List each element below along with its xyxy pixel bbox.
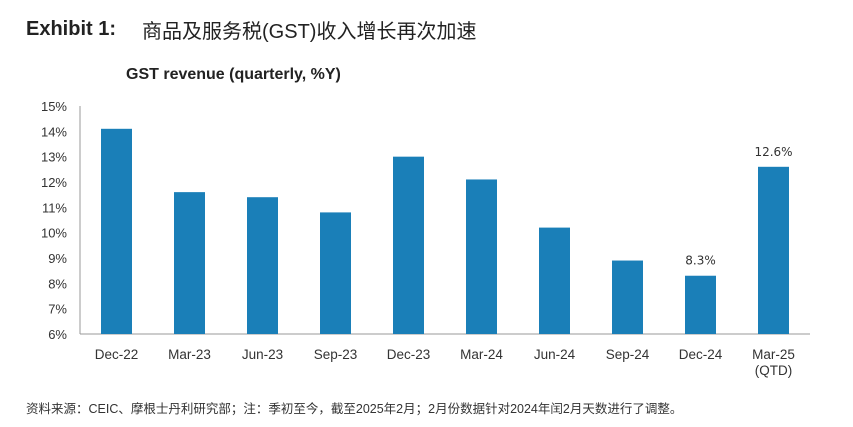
bar [466,179,497,334]
x-tick-label: Dec-22 [95,347,139,362]
x-tick-label: Sep-23 [314,347,358,362]
bar [539,227,570,334]
y-tick-label: 14% [41,124,67,139]
y-tick-label: 11% [42,200,67,215]
x-tick-label: Jun-23 [242,347,283,362]
bar [320,212,351,334]
bar [174,192,205,334]
bar [101,128,132,334]
exhibit-label: Exhibit 1: [26,17,117,40]
data-label: 12.6% [754,145,792,159]
exhibit-title: 商品及服务税(GST)收入增长再次加速 [142,20,477,43]
source-footnote: 资料来源：CEIC、摩根士丹利研究部；注：季初至今，截至2025年2月；2月份数… [26,402,683,416]
y-tick-label: 13% [41,150,67,165]
bar [393,156,424,334]
y-tick-label: 6% [48,327,67,342]
bar [758,166,789,334]
y-tick-label: 15% [41,99,67,114]
x-tick-label: Dec-24 [679,347,723,362]
x-tick-label: Jun-24 [534,347,576,362]
data-label: 8.3% [685,254,716,268]
x-tick-label: Mar-23 [168,347,211,362]
y-tick-label: 10% [41,226,67,241]
exhibit-header: Exhibit 1: 商品及服务税(GST)收入增长再次加速 [26,14,476,44]
x-tick-label: Mar-24 [460,347,503,362]
x-tick-label: Sep-24 [606,347,650,362]
x-tick-label: Dec-23 [387,347,431,362]
x-tick-label: Mar-25 [752,347,795,362]
y-tick-label: 7% [48,302,67,317]
y-tick-label: 12% [41,175,67,190]
y-tick-label: 8% [48,276,67,291]
chart-title: GST revenue (quarterly, %Y) [126,66,341,83]
bar [247,197,278,334]
y-tick-label: 9% [48,251,67,266]
bar [612,260,643,334]
bar [685,275,716,334]
x-tick-label: (QTD) [755,363,793,378]
